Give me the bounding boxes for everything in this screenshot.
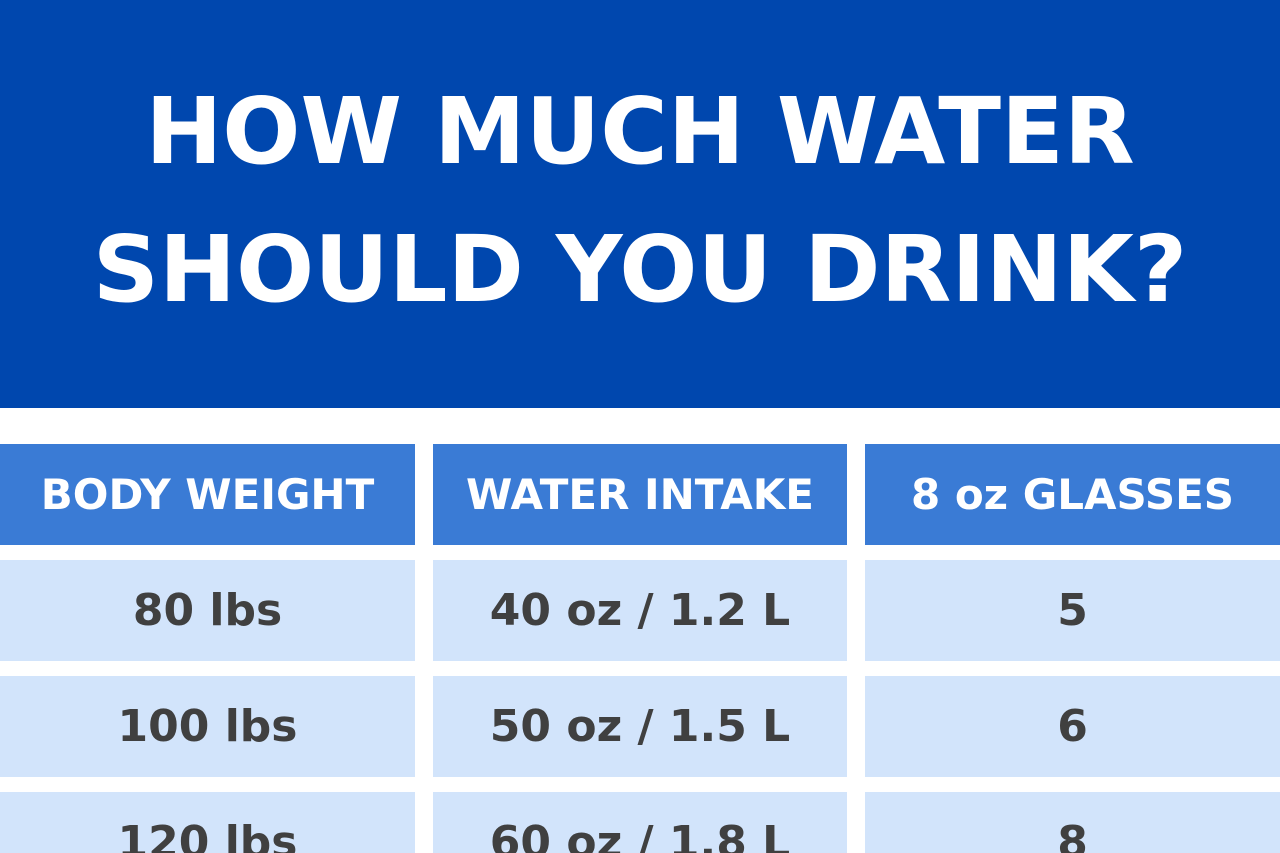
header-glasses: 8 oz GLASSES xyxy=(865,444,1280,545)
header-water-intake: WATER INTAKE xyxy=(433,444,847,545)
table-header-row: BODY WEIGHT WATER INTAKE 8 oz GLASSES xyxy=(0,444,1280,545)
cell-glasses: 5 xyxy=(865,560,1280,661)
cell-water-intake: 40 oz / 1.2 L xyxy=(433,560,847,661)
table-row: 120 lbs 60 oz / 1.8 L 8 xyxy=(0,792,1280,853)
cell-body-weight: 80 lbs xyxy=(0,560,415,661)
page-title-line-1: HOW MUCH WATER xyxy=(145,78,1135,185)
header-body-weight: BODY WEIGHT xyxy=(0,444,415,545)
cell-water-intake: 60 oz / 1.8 L xyxy=(433,792,847,853)
cell-water-intake: 50 oz / 1.5 L xyxy=(433,676,847,777)
cell-body-weight: 120 lbs xyxy=(0,792,415,853)
water-intake-table: BODY WEIGHT WATER INTAKE 8 oz GLASSES 80… xyxy=(0,444,1280,853)
title-banner: HOW MUCH WATER SHOULD YOU DRINK? xyxy=(0,0,1280,408)
cell-glasses: 8 xyxy=(865,792,1280,853)
cell-body-weight: 100 lbs xyxy=(0,676,415,777)
table-row: 100 lbs 50 oz / 1.5 L 6 xyxy=(0,676,1280,777)
page-title-line-2: SHOULD YOU DRINK? xyxy=(92,216,1188,323)
table-row: 80 lbs 40 oz / 1.2 L 5 xyxy=(0,560,1280,661)
cell-glasses: 6 xyxy=(865,676,1280,777)
